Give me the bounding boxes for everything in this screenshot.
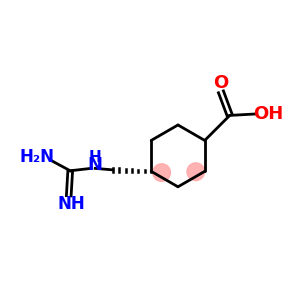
Text: OH: OH	[253, 105, 283, 123]
Text: NH: NH	[58, 195, 85, 213]
Text: H: H	[89, 150, 102, 165]
Circle shape	[153, 164, 170, 182]
Text: O: O	[213, 74, 229, 92]
Text: N: N	[88, 157, 103, 175]
Text: H₂N: H₂N	[20, 148, 55, 166]
Circle shape	[187, 163, 205, 181]
